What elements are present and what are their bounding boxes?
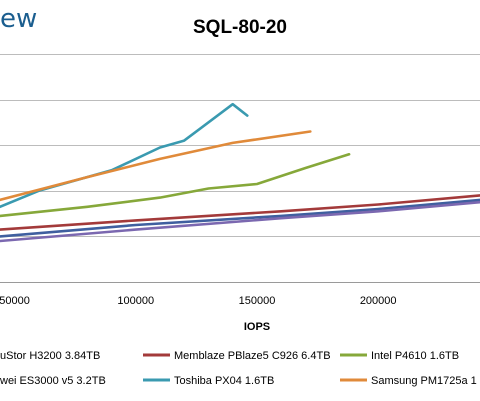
- x-axis-label: IOPS: [244, 321, 270, 333]
- brand-logo-fragment: ew: [0, 4, 38, 34]
- x-tick-label-0: 50000: [0, 295, 30, 307]
- legend-label-1: Memblaze PBlaze5 C926 6.4TB: [174, 350, 331, 362]
- legend-label-4: Toshiba PX04 1.6TB: [174, 375, 274, 387]
- series-lines: [0, 102, 480, 243]
- series-line-1: [0, 194, 480, 231]
- series-line-3: [0, 200, 480, 243]
- x-tick-label-1: 100000: [117, 295, 154, 307]
- legend-label-2: Intel P4610 1.6TB: [371, 350, 459, 362]
- legend-label-5: Samsung PM1725a 1: [371, 375, 477, 387]
- legend-label-0: uStor H3200 3.84TB: [0, 350, 100, 362]
- legend: uStor H3200 3.84TB Memblaze PBlaze5 C926 …: [0, 350, 477, 387]
- x-tick-labels: 50000 100000 150000 200000: [0, 295, 397, 307]
- chart-title: SQL-80-20: [193, 17, 287, 38]
- x-tick-label-3: 200000: [360, 295, 397, 307]
- gridlines: [0, 54, 480, 283]
- series-line-2: [0, 153, 351, 218]
- series-line-5: [0, 130, 312, 202]
- legend-label-3: wei ES3000 v5 3.2TB: [0, 375, 106, 387]
- series-line-0: [0, 198, 480, 238]
- x-tick-label-2: 150000: [239, 295, 276, 307]
